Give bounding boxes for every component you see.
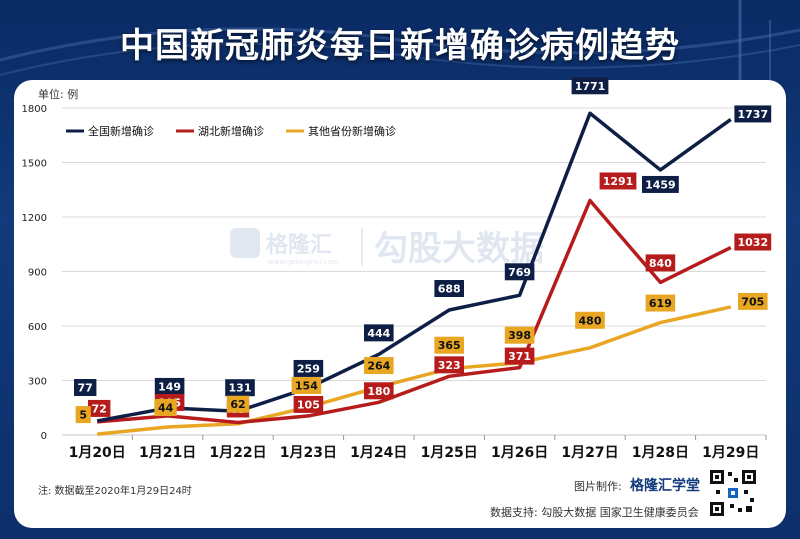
legend-label: 其他省份新增确诊 xyxy=(308,124,396,138)
data-label-box xyxy=(504,326,535,344)
data-label: 149 xyxy=(158,380,181,393)
data-label-box xyxy=(364,357,394,375)
data-label-box xyxy=(434,280,464,298)
x-tick-label: 1月25日 xyxy=(421,445,478,461)
y-tick-label: 600 xyxy=(28,322,47,333)
data-label: 705 xyxy=(741,295,764,308)
x-tick-label: 1月22日 xyxy=(209,445,266,461)
series-lines xyxy=(96,111,732,436)
data-label-box xyxy=(738,292,768,310)
y-tick-label: 1500 xyxy=(22,159,47,170)
data-label: 444 xyxy=(367,327,390,340)
x-axis-ticks: 1月20日 1月21日 1月22日 1月23日 1月24日 1月25日 1月26日 1月27日… xyxy=(69,445,760,461)
unit-label: 单位: 例 xyxy=(38,88,79,101)
data-label-box xyxy=(75,406,91,424)
data-label: 154 xyxy=(295,380,318,393)
data-label: 5 xyxy=(79,409,87,422)
data-label-box xyxy=(88,399,111,417)
data-label: 1032 xyxy=(737,236,768,249)
data-label: 619 xyxy=(649,297,672,310)
data-label: 398 xyxy=(508,329,531,342)
x-tick-label: 1月23日 xyxy=(280,445,337,461)
data-label-box xyxy=(645,254,676,272)
credit-brand: 格隆汇学堂 xyxy=(630,478,700,494)
x-tick-label: 1月28日 xyxy=(632,445,689,461)
data-label: 1291 xyxy=(603,175,634,188)
data-label: 131 xyxy=(229,382,252,395)
data-label: 840 xyxy=(649,257,672,270)
data-label: 44 xyxy=(158,402,174,415)
watermark-partner: 勾股大数据 xyxy=(374,229,544,269)
data-label: 264 xyxy=(367,360,390,373)
data-label: 480 xyxy=(579,314,602,327)
data-label: 1459 xyxy=(645,178,676,191)
y-tick-label: 900 xyxy=(28,268,47,279)
watermark-brand: 格隆汇 xyxy=(266,232,332,258)
data-label-box xyxy=(645,294,676,312)
series-line xyxy=(97,198,732,425)
data-label: 62 xyxy=(230,398,245,411)
x-tick-label: 1月21日 xyxy=(139,445,196,461)
data-label-box xyxy=(571,77,609,95)
data-note: 注: 数据截至2020年1月29日24时 xyxy=(38,486,192,497)
legend-label: 全国新增确诊 xyxy=(88,124,154,138)
y-axis-ticks: 0 300 600 900 1200 1500 1800 xyxy=(22,104,47,442)
x-tick-label: 1月20日 xyxy=(69,445,126,461)
data-label-box xyxy=(575,311,605,329)
data-label-box xyxy=(642,175,679,193)
data-label: 259 xyxy=(297,362,320,375)
data-label-box xyxy=(734,233,772,251)
x-tick-label: 1月27日 xyxy=(561,445,618,461)
x-tick-label: 1月26日 xyxy=(491,445,548,461)
data-label: 77 xyxy=(78,382,93,395)
series-line xyxy=(96,111,732,423)
watermark-site: www.gelonghui.com xyxy=(268,258,339,266)
data-label-box xyxy=(291,377,322,395)
data-label-box xyxy=(74,379,97,397)
y-tick-label: 1800 xyxy=(22,104,47,115)
data-label-box xyxy=(599,172,637,190)
x-tick-label: 1月29日 xyxy=(702,445,759,461)
data-label-box xyxy=(364,324,394,342)
data-label: 688 xyxy=(438,283,461,296)
qr-code-icon xyxy=(708,468,758,518)
data-label-box xyxy=(364,382,394,400)
data-label: 180 xyxy=(367,385,390,398)
y-tick-label: 300 xyxy=(28,377,47,388)
data-label: 371 xyxy=(508,350,531,363)
data-label: 365 xyxy=(438,339,461,352)
data-labels: 7714913125944468876917711459173772105691… xyxy=(74,77,772,424)
data-label-box xyxy=(154,377,185,395)
x-tick-label: 1月24日 xyxy=(350,445,407,461)
data-label-box xyxy=(226,395,250,413)
series-line xyxy=(97,305,732,436)
page-title: 中国新冠肺炎每日新增确诊病例趋势 xyxy=(120,26,680,66)
watermark: 格隆汇 www.gelonghui.com 勾股大数据 xyxy=(230,228,544,269)
watermark-logo-icon xyxy=(230,228,260,258)
data-label: 105 xyxy=(297,398,320,411)
data-label-box xyxy=(293,395,324,413)
legend-label: 湖北新增确诊 xyxy=(198,124,264,138)
y-tick-label: 0 xyxy=(41,431,47,442)
credit-label: 图片制作: xyxy=(574,480,622,493)
data-label-box xyxy=(434,356,464,374)
data-label-box xyxy=(504,263,535,281)
legend: 全国新增确诊 湖北新增确诊 其他省份新增确诊 xyxy=(66,124,396,138)
data-label-box xyxy=(734,105,772,123)
data-label-box xyxy=(154,399,177,417)
data-label: 769 xyxy=(508,266,531,279)
data-label-box xyxy=(504,347,535,365)
data-label-box xyxy=(434,336,464,354)
data-label: 72 xyxy=(92,402,107,415)
data-label: 323 xyxy=(438,359,461,372)
data-label: 1737 xyxy=(737,108,768,121)
data-support: 数据支持: 勾股大数据 国家卫生健康委员会 xyxy=(490,506,699,519)
data-label: 1771 xyxy=(575,80,606,93)
data-label-box xyxy=(293,359,324,377)
y-tick-label: 1200 xyxy=(22,213,47,224)
data-label-box xyxy=(225,379,255,397)
